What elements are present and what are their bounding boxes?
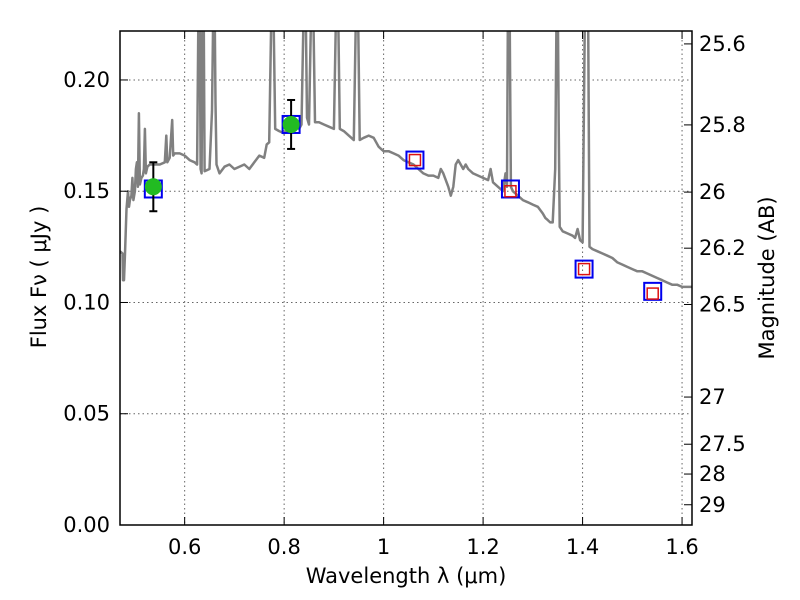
x-tick-label: 1 [377, 535, 390, 559]
right-tick-label: 26 [699, 180, 726, 204]
model-inner-marker [408, 153, 422, 167]
right-tick-label: 28 [699, 462, 726, 486]
observed-point [282, 115, 300, 133]
x-tick-label: 1.6 [665, 535, 698, 559]
x-tick-label: 1.4 [566, 535, 599, 559]
model-inner-marker [646, 287, 659, 300]
model-photometry-box [574, 259, 594, 279]
photometry-points-layer [143, 98, 663, 301]
right-tick-label: 27 [699, 385, 726, 409]
model-inner-marker [504, 184, 517, 198]
right-tick-label: 25.6 [699, 32, 746, 56]
right-tick-label: 26.2 [699, 236, 746, 260]
x-axis-ticks: 0.6 0.8 1 1.2 1.4 1.6 [168, 31, 699, 559]
right-tick-label: 27.5 [699, 432, 746, 456]
x-tick-label: 0.6 [168, 535, 201, 559]
x-axis-title: Wavelength λ (μm) [306, 564, 507, 588]
x-tick-label: 0.8 [267, 535, 300, 559]
model-spectrum-layer [120, 31, 692, 289]
model-spectrum-line [120, 31, 692, 289]
right-axis-title: Magnitude (AB) [755, 196, 779, 359]
y-tick-label: 0.20 [63, 68, 110, 92]
x-tick-label: 1.2 [466, 535, 499, 559]
right-tick-label: 25.8 [699, 113, 746, 137]
y-tick-label: 0.10 [63, 290, 110, 314]
grid-lines [120, 31, 692, 526]
observed-point [144, 178, 162, 196]
right-tick-label: 26.5 [699, 292, 746, 316]
right-tick-label: 29 [699, 493, 726, 517]
y-axis-ticks: 0.00 0.05 0.10 0.15 0.20 [63, 68, 128, 537]
y-tick-label: 0.05 [63, 402, 110, 426]
model-inner-marker [577, 262, 591, 276]
model-photometry-box [643, 281, 663, 301]
y-tick-label: 0.15 [63, 179, 110, 203]
y-axis-title: Flux Fν ( μJy ) [27, 206, 51, 349]
plot-frame [119, 30, 693, 526]
y-tick-label: 0.00 [63, 513, 110, 537]
right-axis-ticks: 25.6 25.8 26 26.2 26.5 27 27.5 28 29 [684, 32, 746, 517]
model-photometry-box [500, 179, 520, 199]
model-photometry-box [405, 150, 425, 170]
